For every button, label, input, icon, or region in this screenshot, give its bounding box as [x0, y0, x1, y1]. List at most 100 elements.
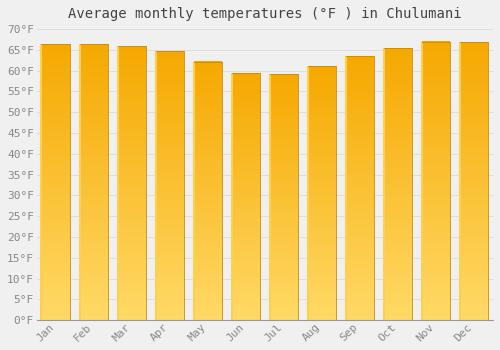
Bar	[42, 244, 70, 246]
Bar	[194, 139, 222, 140]
Bar	[42, 161, 70, 163]
Bar	[156, 212, 184, 214]
Bar	[232, 84, 260, 85]
Bar	[194, 186, 222, 187]
Bar	[270, 262, 298, 264]
Bar	[80, 255, 108, 257]
Bar	[80, 100, 108, 102]
Bar	[80, 301, 108, 302]
Bar	[422, 305, 450, 306]
Bar	[80, 218, 108, 219]
Bar	[308, 82, 336, 83]
Bar	[460, 292, 488, 294]
Bar	[346, 319, 374, 320]
Bar	[156, 266, 184, 268]
Bar	[422, 244, 450, 245]
Bar	[346, 188, 374, 189]
Bar	[42, 104, 70, 106]
Bar	[308, 134, 336, 135]
Bar	[308, 295, 336, 296]
Bar	[118, 310, 146, 312]
Bar	[80, 284, 108, 286]
Bar	[80, 171, 108, 172]
Bar	[156, 144, 184, 145]
Bar	[346, 275, 374, 277]
Bar	[156, 140, 184, 141]
Bar	[384, 117, 412, 119]
Bar	[270, 143, 298, 144]
Bar	[118, 63, 146, 65]
Bar	[156, 56, 184, 57]
Bar	[194, 82, 222, 84]
Bar	[118, 114, 146, 116]
Bar	[384, 286, 412, 288]
Bar	[80, 273, 108, 275]
Bar	[232, 193, 260, 194]
Bar	[42, 135, 70, 136]
Bar	[194, 233, 222, 235]
Bar	[194, 296, 222, 297]
Bar	[346, 211, 374, 212]
Bar	[346, 127, 374, 129]
Bar	[194, 239, 222, 240]
Bar	[42, 128, 70, 130]
Bar	[422, 252, 450, 253]
Bar	[308, 116, 336, 117]
Bar	[384, 161, 412, 162]
Bar	[118, 254, 146, 256]
Bar	[80, 132, 108, 134]
Bar	[232, 146, 260, 147]
Bar	[194, 298, 222, 300]
Bar	[118, 85, 146, 87]
Bar	[232, 205, 260, 206]
Bar	[194, 219, 222, 220]
Bar	[422, 174, 450, 175]
Bar	[422, 189, 450, 191]
Bar	[118, 175, 146, 176]
Bar	[460, 63, 488, 65]
Bar	[156, 196, 184, 198]
Bar	[232, 131, 260, 132]
Bar	[118, 285, 146, 286]
Bar	[384, 180, 412, 181]
Bar	[194, 79, 222, 81]
Bar	[80, 291, 108, 293]
Bar	[42, 207, 70, 208]
Bar	[270, 193, 298, 195]
Bar	[346, 130, 374, 131]
Bar	[118, 219, 146, 220]
Bar	[346, 240, 374, 241]
Bar	[422, 149, 450, 150]
Bar	[308, 127, 336, 129]
Bar	[308, 84, 336, 85]
Bar	[460, 148, 488, 149]
Bar	[80, 303, 108, 305]
Bar	[118, 118, 146, 120]
Bar	[460, 42, 488, 44]
Bar	[308, 247, 336, 248]
Bar	[42, 258, 70, 259]
Bar	[156, 70, 184, 71]
Bar	[80, 49, 108, 50]
Bar	[232, 293, 260, 294]
Bar	[460, 249, 488, 251]
Bar	[232, 174, 260, 175]
Bar	[422, 218, 450, 220]
Bar	[346, 273, 374, 274]
Bar	[118, 184, 146, 186]
Bar	[270, 286, 298, 287]
Bar	[384, 274, 412, 275]
Bar	[422, 195, 450, 196]
Bar	[270, 106, 298, 107]
Bar	[80, 75, 108, 77]
Bar	[384, 113, 412, 114]
Bar	[118, 278, 146, 279]
Bar	[270, 159, 298, 160]
Bar	[308, 270, 336, 271]
Bar	[232, 276, 260, 277]
Bar	[42, 273, 70, 275]
Bar	[80, 264, 108, 265]
Bar	[270, 257, 298, 259]
Bar	[42, 154, 70, 156]
Bar	[270, 266, 298, 267]
